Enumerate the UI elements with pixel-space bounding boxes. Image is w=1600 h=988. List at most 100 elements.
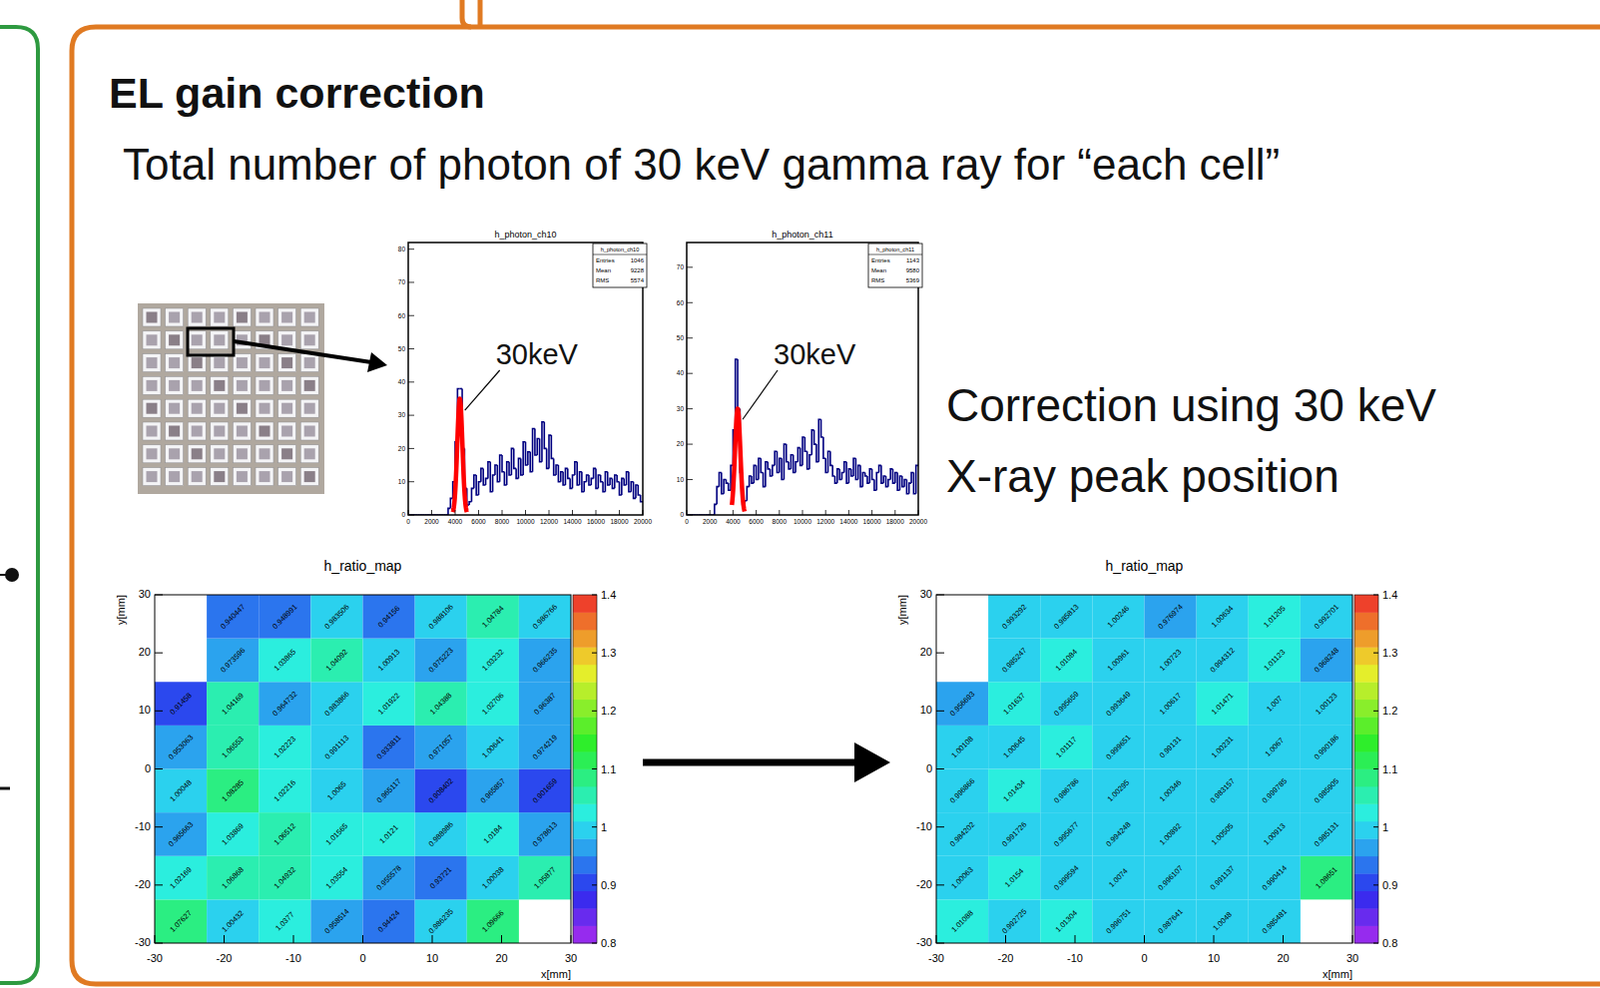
heatmap-cell [1144,899,1197,944]
sipm-window [236,312,248,324]
x-tick-label: 2000 [702,518,718,526]
heatmap-title: h_ratio_map [324,557,403,574]
sipm-window [168,334,180,346]
sipm-cell [187,422,206,441]
cell-label: 1.00641 [480,734,507,761]
sipm-cell [165,399,184,418]
cell-label: 1.04169 [219,690,246,717]
y-tick [408,448,415,450]
z-tick-label: 0.9 [1382,879,1398,892]
heatmap-cell [258,725,311,770]
y-tick [936,710,945,712]
x-tick [936,935,938,944]
histogram-bin [725,480,728,485]
sipm-window [259,312,271,324]
sipm-window [168,426,180,438]
fit-curve [453,398,468,513]
color-band [572,699,597,718]
sipm-cell [165,376,184,395]
sipm-window [191,426,203,438]
heatmap-cell [258,769,311,814]
y-tick [936,943,945,945]
sipm-window [191,448,203,460]
heatmap-cell [415,725,468,770]
sipm-window [259,471,271,483]
sipm-cell [210,331,229,350]
plot-area [154,594,571,944]
heatmap-cell [1196,594,1249,639]
cell-label: 0.984202 [948,820,977,849]
sipm-cell [300,422,319,441]
sipm-window [191,312,203,324]
heatmap-cell [1091,638,1144,683]
color-band [1354,803,1379,822]
cell-label: 1.01117 [1054,734,1079,760]
z-tick [1373,826,1379,828]
sipm-window [168,357,180,369]
color-band [572,611,597,630]
histogram-bin [823,437,826,459]
sipm-photo [137,303,388,495]
heatmap-cell [1091,899,1144,944]
heatmap-cell [1300,681,1353,726]
z-tick [1373,768,1379,770]
annotation-leader [465,370,501,411]
x-tick [778,510,780,516]
cell-label: 0.996751 [1103,907,1132,936]
sipm-window [304,403,316,415]
sipm-window [281,380,293,392]
cell-label: 1.09666 [480,908,507,935]
x-tick-label: 10 [426,952,439,965]
cell-label: 0.955578 [374,863,403,892]
heatmap-cell [258,638,311,683]
heatmap-cell [206,899,259,944]
x-tick [1074,935,1076,944]
heatmap-cell [1196,725,1249,770]
histogram-bin [448,508,451,516]
y-tick [686,337,693,339]
x-tick [478,510,480,516]
histogram-title: h_photon_ch11 [771,229,833,240]
x-tick [595,510,597,516]
y-tick [408,381,415,383]
heatmap-cell [1040,725,1092,770]
histogram-bin [637,485,640,496]
cell-label: 1.02216 [272,778,299,805]
cell-label: 1.02706 [480,690,507,717]
y-tick [686,302,693,304]
sipm-cell [278,422,297,441]
x-tick-label: 12000 [816,518,835,526]
z-tick [1373,652,1379,654]
heatmap-cell [1091,594,1144,639]
color-band [572,646,597,665]
heatmap-cell [519,594,571,639]
cell-label: 1.0121 [377,823,401,847]
heatmap-cell [310,812,363,857]
cell-label: 0.999785 [1260,776,1289,805]
cell-label: 0.990414 [1260,863,1289,892]
x-tick-label: 6000 [748,518,764,526]
slide-subtitle: Total number of photon of 30 keV gamma r… [122,139,1280,189]
y-tick [154,826,163,828]
cell-label: 0.974219 [531,732,559,761]
cell-label: 1.00723 [1157,647,1184,674]
histogram-bin [572,475,575,489]
y-tick-label: 50 [398,345,407,353]
sipm-window [146,312,158,324]
cell-label: 0.976974 [1155,602,1184,631]
x-tick [642,510,644,516]
x-tick [223,935,225,944]
x-tick-label: 20000 [909,518,928,526]
cell-label: 0.993649 [1103,689,1132,718]
sipm-window [304,334,316,346]
heatmap-cell [1196,638,1249,683]
cell-label: 0.985813 [1052,602,1080,631]
heatmap-cell [936,812,989,857]
sipm-cell [187,399,206,418]
y-tick-label: 70 [676,263,685,271]
y-tick [686,408,693,410]
color-band [572,629,597,648]
y-tick [936,594,945,596]
x-tick [362,935,364,944]
sipm-window [146,471,158,483]
